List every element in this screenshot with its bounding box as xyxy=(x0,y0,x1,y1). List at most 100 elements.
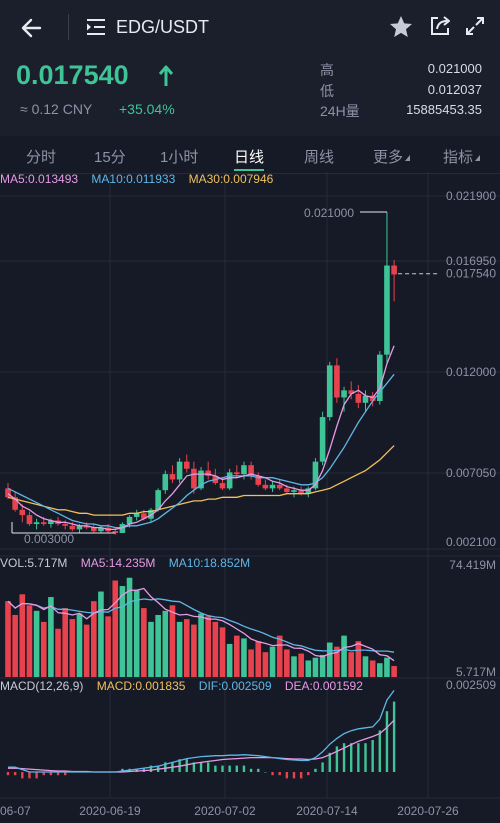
volume-axis-min-label: 5.717M xyxy=(456,665,496,679)
volume-bar xyxy=(40,621,47,677)
candle-body xyxy=(269,484,276,489)
high-value: 0.021000 xyxy=(427,61,482,76)
volume-bar xyxy=(26,605,33,677)
macd-histogram-bar xyxy=(378,730,381,772)
volume-bar xyxy=(326,642,333,677)
candle-body xyxy=(62,524,68,526)
low-value: 0.012037 xyxy=(427,82,482,97)
ma5-legend: MA5:0.013493 xyxy=(0,172,79,186)
candle-body xyxy=(119,524,126,533)
share-icon[interactable] xyxy=(428,14,452,38)
volume-bar xyxy=(112,580,119,677)
price-up-arrow-icon xyxy=(158,65,174,86)
candle-body xyxy=(12,497,18,510)
candle-body xyxy=(69,525,76,530)
candle-body xyxy=(226,472,233,489)
time-axis-label: 2020-07-14 xyxy=(296,804,358,818)
max-marker-label: 0.021000 xyxy=(304,206,354,220)
macd-histogram-bar xyxy=(385,711,389,772)
volume-bar xyxy=(98,591,104,677)
volume-bar xyxy=(126,577,133,677)
tab-15min[interactable]: 15分 xyxy=(94,149,126,166)
ma30-line xyxy=(7,445,395,516)
macd-histogram-bar xyxy=(149,765,153,772)
candle-body xyxy=(19,509,26,516)
tab-more[interactable]: 更多 xyxy=(373,146,411,167)
ma5-line xyxy=(7,345,395,531)
macd-histogram-bar xyxy=(214,765,217,772)
candle-body xyxy=(326,365,333,418)
candle-body xyxy=(298,490,304,494)
candle-body xyxy=(334,365,340,398)
tab-weekly[interactable]: 周线 xyxy=(304,149,335,166)
volume-bar xyxy=(291,656,297,677)
top-bar: EDG/USDT xyxy=(0,0,500,56)
dif-legend: DIF:0.002509 xyxy=(198,679,272,693)
candle-body xyxy=(205,470,211,476)
high-label: 高 xyxy=(320,62,334,78)
candle-body xyxy=(312,461,319,489)
pair-list-icon[interactable] xyxy=(86,18,106,36)
back-arrow-icon[interactable] xyxy=(18,14,46,42)
candle-body xyxy=(76,525,83,530)
candle-body xyxy=(148,509,154,519)
tab-daily[interactable]: 日线 xyxy=(234,149,265,166)
macd-histogram-bar xyxy=(221,765,224,772)
volume-bar xyxy=(369,660,376,677)
current-price-label: 0.017540 xyxy=(446,267,496,281)
volume-bar xyxy=(191,624,197,677)
candle-body xyxy=(377,354,383,402)
volume-bar xyxy=(76,613,83,677)
candle-body xyxy=(348,390,354,394)
candle-body xyxy=(248,465,254,476)
candle-body xyxy=(112,531,119,533)
candle-body xyxy=(5,488,11,498)
candle-body xyxy=(48,520,54,525)
macd-histogram-bar xyxy=(342,743,346,772)
timeframe-tabs: 分时 15分 1小时 日线 周线 更多 指标 xyxy=(0,136,500,174)
volume-bar xyxy=(348,652,354,677)
macd-histogram-bar xyxy=(207,762,210,772)
volume-bar xyxy=(5,601,11,677)
candle-body xyxy=(362,395,369,403)
volume-bar xyxy=(219,627,226,677)
candle-body xyxy=(162,474,169,491)
pair-title[interactable]: EDG/USDT xyxy=(116,17,210,37)
candle-body xyxy=(98,527,104,532)
volume-bar xyxy=(312,657,319,677)
volume-bar xyxy=(162,610,169,677)
tab-more-triangle-icon xyxy=(405,155,411,161)
favorite-star-icon[interactable] xyxy=(388,14,414,40)
last-price: 0.017540 xyxy=(16,60,129,90)
macd-histogram-bar xyxy=(299,772,303,779)
volume-bar xyxy=(298,653,304,677)
volume-bar xyxy=(226,643,233,677)
volume-bar xyxy=(55,628,61,677)
candle-body xyxy=(355,393,362,403)
volume-bar xyxy=(284,649,290,677)
macd-histogram-bar xyxy=(257,768,260,772)
candle-body xyxy=(219,483,226,489)
dea-legend: DEA:0.001592 xyxy=(284,679,363,693)
macd-histogram-bar xyxy=(271,772,274,776)
candle-body xyxy=(40,522,47,525)
volume-bar xyxy=(62,608,68,677)
tab-1hour[interactable]: 1小时 xyxy=(160,149,199,166)
macd-histogram-bar xyxy=(357,743,360,772)
volume-bar xyxy=(269,646,276,677)
volume-bar xyxy=(276,635,283,677)
fullscreen-icon[interactable] xyxy=(465,16,485,36)
macd-histogram-bar xyxy=(42,772,45,776)
candle-body xyxy=(241,465,247,475)
volume-bar xyxy=(105,616,111,677)
vol-ma5-line xyxy=(7,587,395,662)
candle-body xyxy=(369,395,376,402)
macd-histogram-bar xyxy=(164,762,167,772)
candle-body xyxy=(83,525,90,528)
tab-timeshare[interactable]: 分时 xyxy=(26,149,57,166)
tab-indicators[interactable]: 指标 xyxy=(443,146,481,167)
volume-bar xyxy=(91,601,97,677)
candle-body xyxy=(234,472,240,475)
macd-histogram-bar xyxy=(307,772,310,776)
